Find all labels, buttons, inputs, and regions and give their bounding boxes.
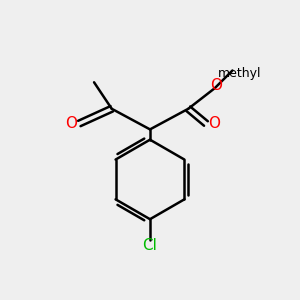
Text: Cl: Cl: [142, 238, 158, 253]
Text: O: O: [208, 116, 220, 131]
Text: O: O: [210, 78, 222, 93]
Text: O: O: [65, 116, 77, 131]
Text: methyl: methyl: [218, 67, 262, 80]
